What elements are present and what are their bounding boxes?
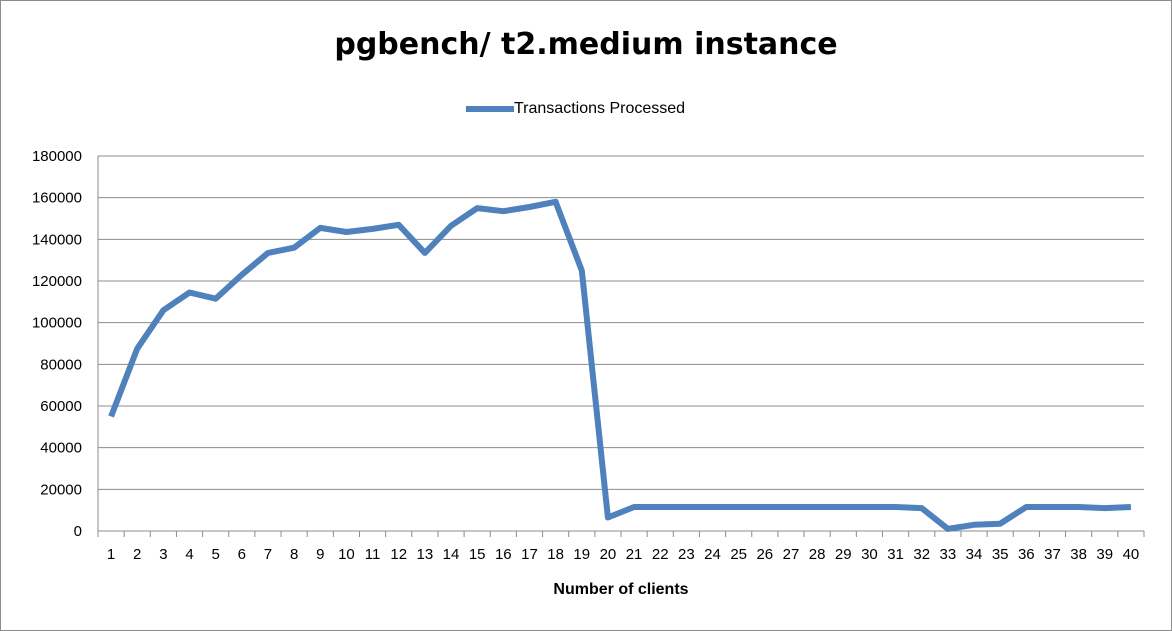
x-tick-label: 35	[992, 546, 1009, 563]
x-tick-label: 8	[290, 546, 298, 563]
x-tick-label: 39	[1096, 546, 1113, 563]
y-tick-label: 0	[74, 523, 82, 540]
x-axis-title: Number of clients	[553, 581, 689, 598]
x-tick-label: 13	[417, 546, 434, 563]
legend-label: Transactions Processed	[514, 100, 686, 117]
y-tick-label: 100000	[32, 315, 82, 332]
y-tick-label: 140000	[32, 231, 82, 248]
x-tick-label: 18	[547, 546, 564, 563]
x-tick-label: 19	[573, 546, 590, 563]
x-tick-label: 38	[1070, 546, 1087, 563]
x-tick-label: 32	[913, 546, 930, 563]
x-tick-label: 36	[1018, 546, 1035, 563]
y-tick-label: 40000	[40, 440, 82, 457]
legend-swatch	[466, 106, 514, 112]
y-tick-label: 160000	[32, 190, 82, 207]
legend: Transactions Processed	[466, 99, 685, 119]
x-tick-label: 40	[1123, 546, 1140, 563]
x-tick-label: 20	[600, 546, 617, 563]
x-tick-label: 27	[783, 546, 800, 563]
chart-title: pgbench/ t2.medium instance	[334, 27, 838, 62]
x-tick-label: 24	[704, 546, 721, 563]
x-tick-label: 31	[887, 546, 904, 563]
y-tick-label: 60000	[40, 398, 82, 415]
x-tick-label: 11	[365, 546, 381, 563]
x-tick-label: 17	[521, 546, 538, 563]
x-tick-label: 28	[809, 546, 826, 563]
x-tick-label: 30	[861, 546, 878, 563]
x-tick-label: 21	[626, 546, 643, 563]
x-tick-label: 12	[390, 546, 407, 563]
x-tick-label: 6	[238, 546, 246, 563]
x-tick-label: 26	[756, 546, 773, 563]
x-tick-label: 14	[443, 546, 460, 563]
x-tick-label: 7	[264, 546, 272, 563]
x-tick-label: 29	[835, 546, 852, 563]
y-tick-label: 80000	[40, 356, 82, 373]
x-tick-label: 37	[1044, 546, 1061, 563]
x-tick-label: 33	[940, 546, 957, 563]
x-tick-label: 23	[678, 546, 695, 563]
y-tick-label: 180000	[32, 148, 82, 165]
y-tick-label: 20000	[40, 481, 82, 498]
x-tick-label: 34	[966, 546, 983, 563]
x-tick-label: 1	[107, 546, 115, 563]
x-tick-label: 25	[730, 546, 747, 563]
x-tick-label: 2	[133, 546, 141, 563]
x-tick-label: 9	[316, 546, 324, 563]
series-line	[108, 198, 1132, 532]
x-tick-label: 10	[338, 546, 355, 563]
x-tick-label: 16	[495, 546, 512, 563]
x-tick-label: 22	[652, 546, 669, 563]
y-tick-label: 120000	[32, 273, 82, 290]
x-tick-label: 15	[469, 546, 486, 563]
x-tick-label: 5	[212, 546, 220, 563]
x-tick-label: 3	[159, 546, 167, 563]
x-tick-label: 4	[185, 546, 193, 563]
